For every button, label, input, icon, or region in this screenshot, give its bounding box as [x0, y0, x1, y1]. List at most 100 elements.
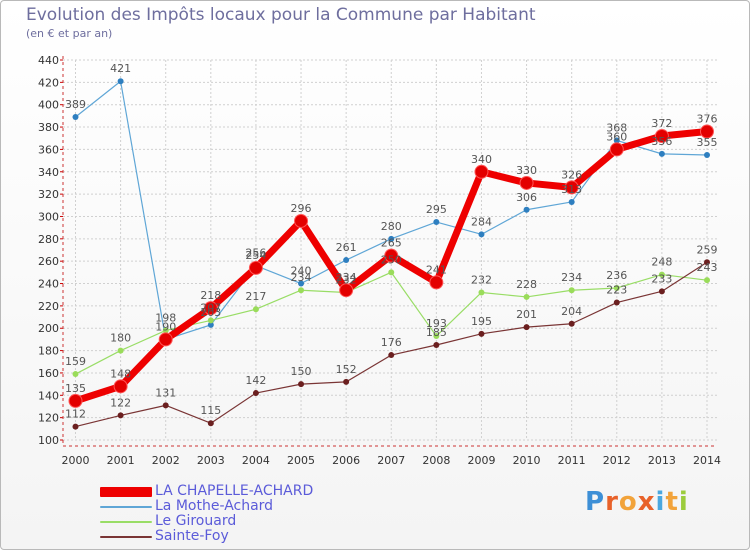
x-tick-label: 2008 — [422, 454, 450, 467]
data-label-la-chapelle-achard: 326 — [561, 168, 582, 181]
data-label-la-chapelle-achard: 241 — [426, 263, 447, 276]
data-point-le-girouard — [388, 269, 395, 276]
legend-swatch — [100, 535, 152, 538]
x-tick-label: 2013 — [648, 454, 676, 467]
data-point-la-chapelle-achard — [113, 379, 128, 394]
data-point-sainte-foy — [162, 402, 169, 409]
data-point-la-chapelle-achard — [384, 248, 399, 263]
data-label-la-chapelle-achard: 372 — [651, 117, 672, 130]
data-point-sainte-foy — [298, 381, 305, 388]
data-point-le-girouard — [72, 371, 79, 378]
data-point-la-chapelle-achard — [248, 260, 263, 275]
data-point-le-girouard — [162, 327, 169, 334]
data-point-la-mothe-achard — [207, 321, 214, 328]
data-label-sainte-foy: 112 — [65, 408, 86, 421]
data-label-sainte-foy: 233 — [651, 272, 672, 285]
data-point-la-chapelle-achard — [519, 175, 534, 190]
data-label-la-chapelle-achard: 234 — [336, 271, 357, 284]
data-point-sainte-foy — [72, 423, 79, 430]
x-tick-label: 2004 — [242, 454, 270, 467]
data-point-la-mothe-achard — [72, 114, 79, 120]
data-label-sainte-foy: 122 — [110, 396, 131, 409]
data-label-le-girouard: 234 — [291, 271, 312, 284]
data-point-la-mothe-achard — [478, 231, 485, 238]
y-tick-label: 220 — [38, 300, 59, 313]
x-tick-label: 2011 — [558, 454, 586, 467]
data-label-la-chapelle-achard: 218 — [200, 289, 221, 302]
data-label-la-chapelle-achard: 360 — [606, 130, 627, 143]
y-tick-label: 100 — [38, 434, 59, 447]
data-point-sainte-foy — [658, 288, 665, 295]
data-point-la-mothe-achard — [388, 235, 395, 242]
data-label-la-chapelle-achard: 254 — [245, 249, 266, 262]
data-label-la-chapelle-achard: 148 — [110, 367, 131, 380]
data-point-la-mothe-achard — [568, 198, 575, 205]
data-point-le-girouard — [117, 347, 124, 354]
data-point-le-girouard — [207, 317, 214, 324]
x-tick-label: 2006 — [332, 454, 360, 467]
data-label-la-chapelle-achard: 296 — [291, 202, 312, 215]
data-label-sainte-foy: 195 — [471, 315, 492, 328]
y-tick-label: 280 — [38, 233, 59, 246]
data-label-la-mothe-achard: 256 — [245, 247, 266, 260]
x-tick-label: 2009 — [467, 454, 495, 467]
data-label-la-chapelle-achard: 190 — [155, 320, 176, 333]
data-label-la-mothe-achard: 421 — [110, 62, 131, 75]
y-tick-label: 260 — [38, 255, 59, 268]
x-tick-label: 2005 — [287, 454, 315, 467]
y-tick-label: 300 — [38, 210, 59, 223]
data-point-la-mothe-achard — [433, 219, 440, 226]
data-point-sainte-foy — [252, 390, 259, 397]
y-tick-label: 440 — [38, 54, 59, 67]
data-label-la-chapelle-achard: 376 — [697, 113, 718, 126]
data-label-la-mothe-achard: 313 — [561, 183, 582, 196]
data-point-sainte-foy — [388, 352, 395, 359]
data-point-sainte-foy — [523, 324, 530, 331]
x-tick-label: 2002 — [152, 454, 180, 467]
data-label-la-mothe-achard: 295 — [426, 203, 447, 216]
chart-subtitle: (en € et par an) — [26, 27, 113, 40]
data-label-le-girouard: 243 — [697, 261, 718, 274]
data-point-la-mothe-achard — [613, 137, 620, 144]
data-point-la-chapelle-achard — [700, 124, 714, 139]
data-point-sainte-foy — [568, 320, 575, 327]
legend-swatch — [100, 520, 152, 523]
y-tick-label: 180 — [38, 345, 59, 358]
data-point-la-chapelle-achard — [158, 332, 173, 347]
data-label-le-girouard: 198 — [155, 311, 176, 324]
data-label-sainte-foy: 259 — [697, 243, 718, 256]
data-label-le-girouard: 232 — [471, 273, 492, 286]
data-point-la-mothe-achard — [298, 280, 305, 287]
data-label-la-mothe-achard: 280 — [381, 220, 402, 233]
data-point-le-girouard — [298, 287, 305, 294]
data-label-le-girouard: 207 — [200, 301, 221, 314]
data-label-la-mothe-achard: 355 — [697, 136, 718, 149]
data-point-le-girouard — [478, 289, 485, 296]
legend-label: LA CHAPELLE-ACHARD — [155, 483, 314, 499]
data-label-sainte-foy: 152 — [336, 363, 357, 376]
y-tick-label: 380 — [38, 121, 59, 134]
data-point-sainte-foy — [704, 259, 710, 266]
x-tick-label: 2012 — [603, 454, 631, 467]
data-point-la-chapelle-achard — [294, 213, 309, 228]
data-label-le-girouard: 217 — [245, 290, 266, 303]
data-label-la-mothe-achard: 240 — [291, 265, 312, 278]
data-label-sainte-foy: 204 — [561, 305, 582, 318]
data-label-la-mothe-achard: 356 — [651, 135, 672, 148]
legend-swatch — [100, 505, 152, 508]
y-tick-label: 240 — [38, 278, 59, 291]
data-point-sainte-foy — [207, 420, 214, 427]
data-label-sainte-foy: 223 — [606, 284, 627, 297]
data-label-la-mothe-achard: 284 — [471, 215, 492, 228]
data-point-sainte-foy — [433, 342, 440, 348]
data-point-la-chapelle-achard — [429, 275, 444, 290]
data-point-le-girouard — [433, 333, 440, 340]
data-point-la-mothe-achard — [523, 206, 530, 213]
x-tick-label: 2010 — [513, 454, 541, 467]
data-label-la-mothe-achard: 306 — [516, 191, 537, 204]
proxiti-logo: Proxiti — [585, 487, 689, 517]
data-label-le-girouard: 236 — [606, 269, 627, 282]
data-point-la-mothe-achard — [704, 152, 710, 158]
data-label-le-girouard: 193 — [426, 317, 447, 330]
